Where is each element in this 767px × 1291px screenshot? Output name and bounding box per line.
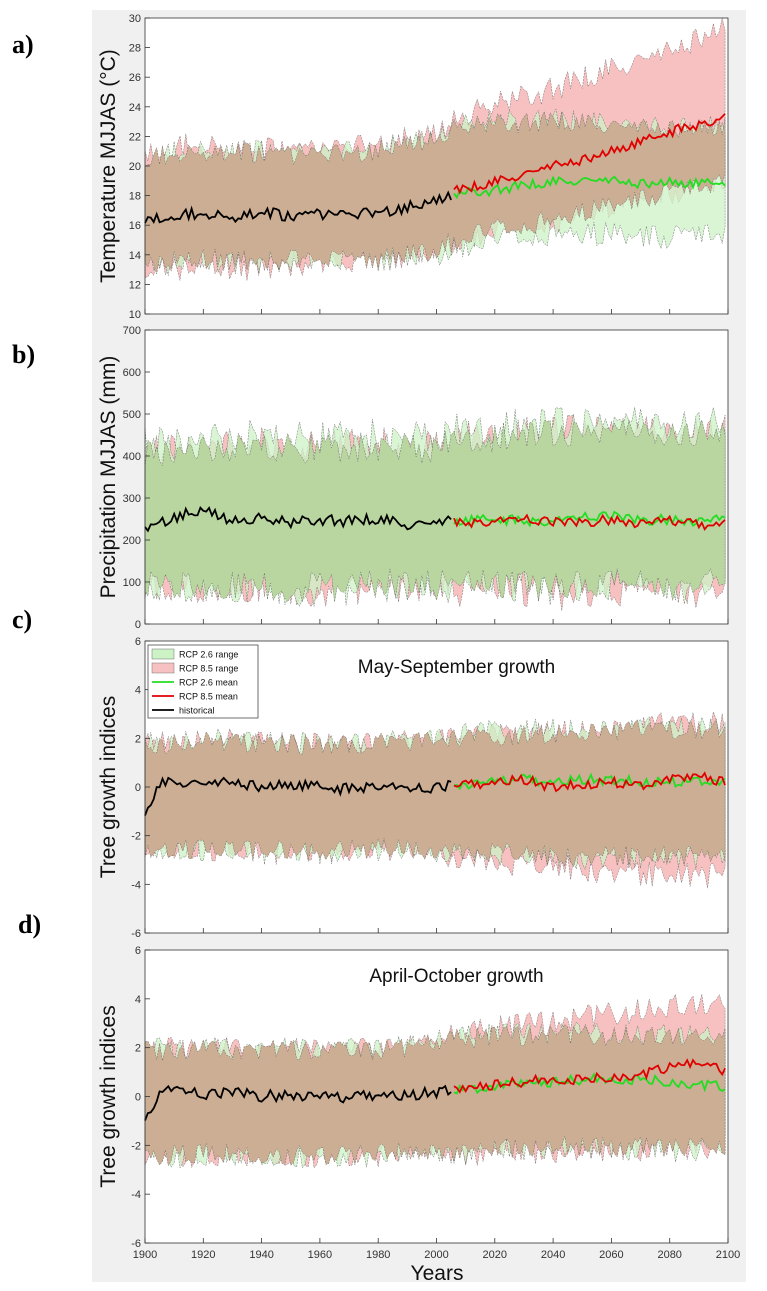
series-rcp85-mean-temperature — [453, 113, 726, 195]
y-axis-label-growth-may-sep: Tree growth indices — [97, 696, 120, 878]
panel-letter-a: a) — [12, 30, 34, 59]
series-rcp26-mean-precipitation — [453, 510, 726, 528]
x-tick-label: 2100 — [716, 1249, 740, 1261]
y-tick-label: 18 — [129, 191, 141, 203]
y-tick-label: 300 — [123, 493, 141, 505]
series-rcp85-mean-precipitation — [453, 513, 726, 532]
series-overlap-range-precipitation — [144, 418, 726, 602]
panel-letter-d: d) — [18, 910, 42, 939]
panel-temperature: 10 12 14 16 18 20 22 24 26 28 30 Temperature MJJAS … — [97, 13, 729, 321]
x-tick-label: 1900 — [133, 1249, 157, 1261]
x-tick-label: 2080 — [657, 1249, 681, 1261]
panel-letter-b: b) — [12, 340, 36, 369]
x-tick-label: 1980 — [366, 1249, 390, 1261]
panel-letter-c: c) — [12, 605, 33, 634]
x-tick-label: 1960 — [308, 1249, 332, 1261]
y-tick-label: 14 — [129, 250, 141, 262]
series-historical-temperature — [144, 190, 452, 224]
x-tick-label: 2000 — [424, 1249, 448, 1261]
y-tick-label: 6 — [135, 945, 141, 957]
y-tick-label: 24 — [129, 102, 141, 114]
legend: RCP 2.6 range RCP 8.5 range RCP 2.6 mean RC… — [147, 644, 259, 719]
x-axis-label: Years — [411, 1262, 464, 1285]
series-overlap-range-growth-may-sep — [144, 718, 726, 868]
y-tick-label: 400 — [123, 451, 141, 463]
legend-entry: RCP 8.5 range — [179, 664, 238, 674]
legend-entry: historical — [179, 706, 215, 716]
y-tick-label: 500 — [123, 409, 141, 421]
legend-entry: RCP 2.6 mean — [179, 678, 238, 688]
y-tick-label: -4 — [131, 1189, 141, 1201]
y-tick-label: 26 — [129, 72, 141, 84]
y-tick-label: 0 — [135, 782, 141, 794]
y-tick-label: 20 — [129, 161, 141, 173]
series-rcp85-mean-growth-apr-oct — [453, 1058, 726, 1094]
y-tick-label: 2 — [135, 1043, 141, 1055]
y-tick-label: 28 — [129, 43, 141, 55]
series-overlap-range-temperature — [144, 110, 726, 275]
y-axis-label-precipitation: Precipitation MJJAS (mm) — [97, 356, 120, 599]
series-historical-growth-apr-oct — [144, 1084, 452, 1121]
y-tick-label: 700 — [123, 325, 141, 337]
y-tick-label: 0 — [135, 1092, 141, 1104]
y-tick-label: 0 — [135, 619, 141, 631]
x-tick-label: 2040 — [541, 1249, 565, 1261]
y-tick-label: 200 — [123, 535, 141, 547]
panel-growth-apr-oct: -6 -4 -2 0 2 4 6 1900 1920 1940 1960 1980 2000 2020 20… — [97, 945, 740, 1261]
series-historical-precipitation — [144, 506, 452, 533]
x-tick-label: 2060 — [599, 1249, 623, 1261]
legend-entry: RCP 8.5 mean — [179, 692, 238, 702]
y-axis-label-growth-apr-oct: Tree growth indices — [97, 1005, 120, 1187]
legend-swatch — [151, 662, 175, 674]
x-tick-label: 1940 — [249, 1249, 273, 1261]
y-tick-label: 4 — [135, 685, 141, 697]
chart-title-growth-may-sep: May-September growth — [358, 657, 555, 678]
chart-title-growth-apr-oct: April-October growth — [369, 966, 543, 987]
legend-entry: RCP 2.6 range — [179, 650, 238, 660]
y-tick-label: 12 — [129, 279, 141, 291]
y-axis-label-temperature: Temperature MJJAS (°C) — [97, 49, 120, 283]
y-tick-label: 6 — [135, 636, 141, 648]
y-tick-label: 16 — [129, 220, 141, 232]
y-tick-label: 100 — [123, 577, 141, 589]
y-tick-label: 2 — [135, 733, 141, 745]
legend-swatch — [151, 648, 175, 660]
y-tick-label: -6 — [131, 928, 141, 940]
y-tick-label: -2 — [131, 1140, 141, 1152]
panel-growth-may-sep: -6 -4 -2 0 2 4 6 Tree growth indices May-Septemb… — [97, 636, 729, 940]
y-tick-label: 4 — [135, 994, 141, 1006]
series-rcp85-mean-growth-may-sep — [453, 771, 726, 793]
y-tick-label: -2 — [131, 831, 141, 843]
x-tick-label: 2020 — [483, 1249, 507, 1261]
y-tick-label: 30 — [129, 13, 141, 25]
y-tick-label: 600 — [123, 367, 141, 379]
series-historical-growth-may-sep — [144, 776, 452, 816]
x-tick-label: 1920 — [191, 1249, 215, 1261]
y-tick-label: -4 — [131, 879, 141, 891]
series-rcp26-mean-temperature — [453, 175, 726, 200]
y-tick-label: 22 — [129, 131, 141, 143]
y-tick-label: 10 — [129, 309, 141, 321]
panel-precipitation: 0 100 200 300 400 500 600 700 Precipitation MJJA… — [97, 325, 729, 631]
y-tick-label: -6 — [131, 1238, 141, 1250]
